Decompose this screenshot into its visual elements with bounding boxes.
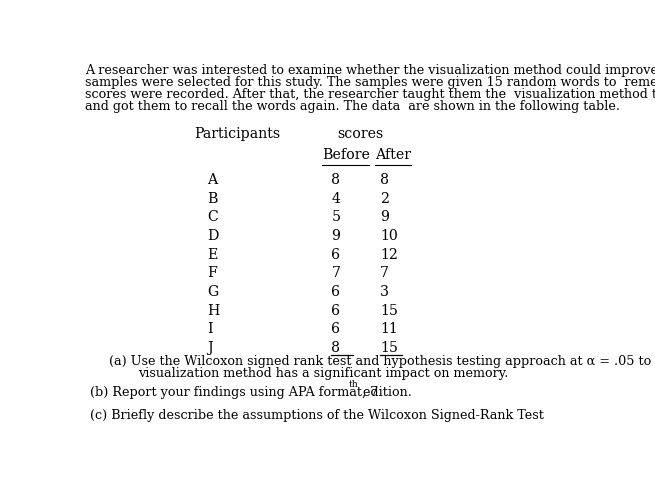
Text: J: J xyxy=(208,341,213,355)
Text: (b) Report your findings using APA format, 7: (b) Report your findings using APA forma… xyxy=(90,385,378,398)
Text: 8: 8 xyxy=(331,173,341,187)
Text: G: G xyxy=(208,285,219,299)
Text: 2: 2 xyxy=(381,192,389,206)
Text: After: After xyxy=(375,148,411,162)
Text: 6: 6 xyxy=(331,303,341,318)
Text: th: th xyxy=(348,380,358,389)
Text: Before: Before xyxy=(322,148,370,162)
Text: 9: 9 xyxy=(331,229,341,243)
Text: 6: 6 xyxy=(331,322,341,336)
Text: 6: 6 xyxy=(331,285,341,299)
Text: 8: 8 xyxy=(331,341,341,355)
Text: visualization method has a significant impact on memory.: visualization method has a significant i… xyxy=(138,367,508,380)
Text: 7: 7 xyxy=(331,266,341,280)
Text: D: D xyxy=(208,229,219,243)
Text: 5: 5 xyxy=(331,210,341,224)
Text: 12: 12 xyxy=(381,248,398,262)
Text: 7: 7 xyxy=(381,266,389,280)
Text: 8: 8 xyxy=(381,173,389,187)
Text: 4: 4 xyxy=(331,192,341,206)
Text: 11: 11 xyxy=(381,322,398,336)
Text: 9: 9 xyxy=(381,210,389,224)
Text: and got them to recall the words again. The data  are shown in the following tab: and got them to recall the words again. … xyxy=(85,99,620,113)
Text: edition.: edition. xyxy=(358,385,411,398)
Text: B: B xyxy=(208,192,218,206)
Text: I: I xyxy=(208,322,213,336)
Text: scores: scores xyxy=(337,127,384,141)
Text: 10: 10 xyxy=(381,229,398,243)
Text: A: A xyxy=(208,173,217,187)
Text: 15: 15 xyxy=(381,303,398,318)
Text: 15: 15 xyxy=(381,341,398,355)
Text: H: H xyxy=(208,303,220,318)
Text: F: F xyxy=(208,266,217,280)
Text: 3: 3 xyxy=(381,285,389,299)
Text: C: C xyxy=(208,210,218,224)
Text: (a) Use the Wilcoxon signed rank test and hypothesis testing approach at α = .05: (a) Use the Wilcoxon signed rank test an… xyxy=(109,355,655,368)
Text: A researcher was interested to examine whether the visualization method could im: A researcher was interested to examine w… xyxy=(85,64,655,77)
Text: Participants: Participants xyxy=(195,127,280,141)
Text: (c) Briefly describe the assumptions of the Wilcoxon Signed-Rank Test: (c) Briefly describe the assumptions of … xyxy=(90,409,544,422)
Text: scores were recorded. After that, the researcher taught them the  visualization : scores were recorded. After that, the re… xyxy=(85,88,655,101)
Text: E: E xyxy=(208,248,218,262)
Text: 6: 6 xyxy=(331,248,341,262)
Text: samples were selected for this study. The samples were given 15 random words to : samples were selected for this study. Th… xyxy=(85,76,655,89)
